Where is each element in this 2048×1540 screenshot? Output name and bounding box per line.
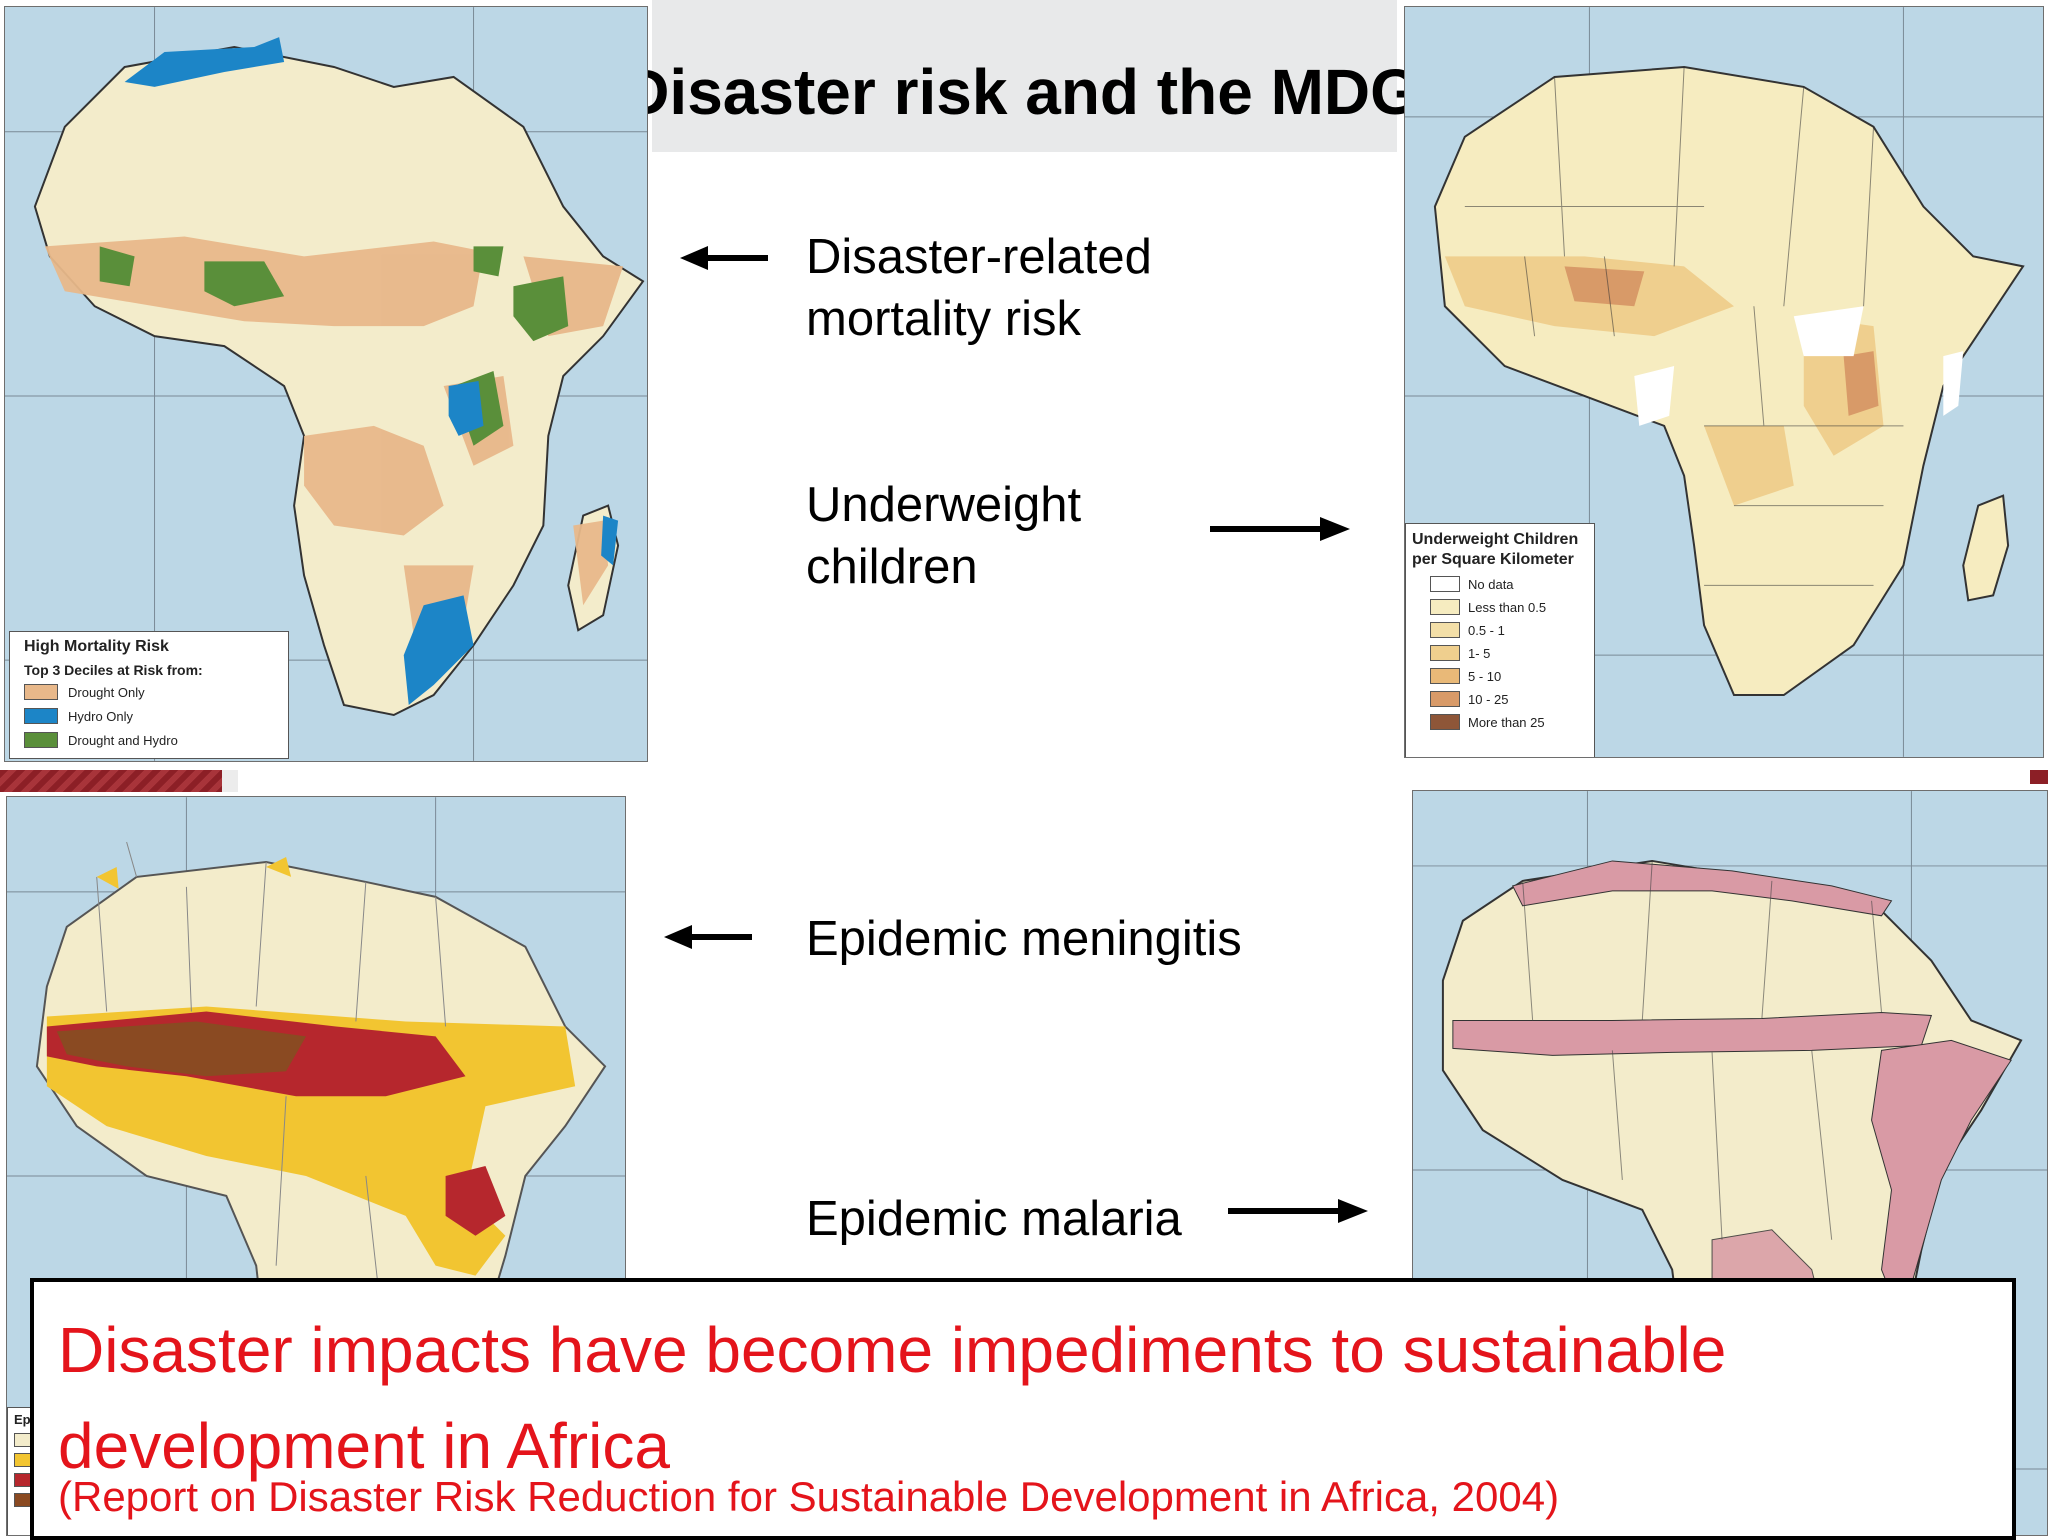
slide-title: Disaster risk and the MDGs: xyxy=(623,56,1477,128)
malaria-north-coast-band xyxy=(1511,860,1893,917)
legend-item: 0.5 - 1 xyxy=(1430,622,1588,638)
underweight-map-svg xyxy=(1405,7,2043,757)
legend-item: 1- 5 xyxy=(1430,645,1588,661)
legend-item-drought-hydro: Drought and Hydro xyxy=(24,732,274,748)
underweight-legend: Underweight Children per Square Kilomete… xyxy=(1405,523,1595,757)
decorative-stripe-right xyxy=(2030,770,2048,784)
label-mortality-line1: Disaster-related xyxy=(806,230,1152,284)
legend-label: Hydro Only xyxy=(68,708,134,724)
swatch xyxy=(1430,622,1460,638)
label-underweight-children: Underweight children xyxy=(806,474,1081,598)
swatch xyxy=(1430,691,1460,707)
meningitis-east-cluster xyxy=(445,1166,506,1236)
label-mortality-risk: Disaster-related mortality risk xyxy=(806,226,1152,350)
label-mortality-line2: mortality risk xyxy=(806,292,1081,346)
decorative-stripe-left-tail xyxy=(222,770,238,792)
legend-title-line1: Underweight Children xyxy=(1412,531,1579,548)
swatch xyxy=(1430,645,1460,661)
legend-item: Less than 0.5 xyxy=(1430,599,1588,615)
legend-label: Less than 0.5 xyxy=(1468,599,1547,615)
legend-item-hydro: Hydro Only xyxy=(24,708,274,724)
arrow-left-mortality-icon xyxy=(680,246,768,270)
label-underweight-line2: children xyxy=(806,540,978,594)
legend-label: No data xyxy=(1468,576,1514,592)
swatch xyxy=(1430,714,1460,730)
legend-label: More than 25 xyxy=(1468,714,1545,730)
africa-landmass xyxy=(1433,65,2025,697)
arrow-right-malaria-icon xyxy=(1228,1199,1368,1223)
legend-subtitle: Top 3 Deciles at Risk from: xyxy=(24,662,203,678)
legend-label: 5 - 10 xyxy=(1468,668,1502,684)
madagascar xyxy=(1962,494,2010,602)
legend-label: 1- 5 xyxy=(1468,645,1491,661)
legend-label: 10 - 25 xyxy=(1468,691,1509,707)
africa-landmass xyxy=(33,46,645,717)
drought-swatch xyxy=(24,684,58,700)
legend-item: 5 - 10 xyxy=(1430,668,1588,684)
malaria-east-africa xyxy=(1871,1039,2012,1322)
label-epidemic-malaria: Epidemic malaria xyxy=(806,1192,1182,1246)
decorative-stripe-left xyxy=(0,770,222,792)
title-background xyxy=(652,0,1397,152)
legend-title-fragment: Ep xyxy=(14,1412,31,1427)
arrow-right-underweight-icon xyxy=(1210,517,1350,541)
legend-item: More than 25 xyxy=(1430,714,1588,730)
meningitis-very-high-belt xyxy=(56,1021,307,1077)
arrow-left-meningitis-icon xyxy=(664,925,752,949)
key-message-box: Disaster impacts have become impediments… xyxy=(30,1278,2016,1540)
swatch xyxy=(1430,668,1460,684)
drought-hydro-swatch xyxy=(24,732,58,748)
legend-title: High Mortality Risk xyxy=(24,638,169,655)
key-message-text: Disaster impacts have become impediments… xyxy=(58,1314,1727,1482)
swatch xyxy=(1430,576,1460,592)
swatch xyxy=(1430,599,1460,615)
label-epidemic-meningitis: Epidemic meningitis xyxy=(806,912,1242,966)
mortality-legend: High Mortality Risk Top 3 Deciles at Ris… xyxy=(9,631,289,759)
legend-item: 10 - 25 xyxy=(1430,691,1588,707)
legend-title-line2: per Square Kilometer xyxy=(1412,551,1574,568)
legend-item: No data xyxy=(1430,576,1588,592)
legend-label: Drought and Hydro xyxy=(68,732,178,748)
hydro-swatch xyxy=(24,708,58,724)
legend-item-drought: Drought Only xyxy=(24,684,274,700)
underweight-children-map: Underweight Children per Square Kilomete… xyxy=(1404,6,2044,758)
mortality-map-svg xyxy=(5,7,647,761)
mortality-risk-map: High Mortality Risk Top 3 Deciles at Ris… xyxy=(4,6,648,762)
legend-label: Drought Only xyxy=(68,684,145,700)
legend-label: 0.5 - 1 xyxy=(1468,622,1505,638)
label-underweight-line1: Underweight xyxy=(806,478,1082,532)
report-citation: (Report on Disaster Risk Reduction for S… xyxy=(58,1473,1560,1520)
